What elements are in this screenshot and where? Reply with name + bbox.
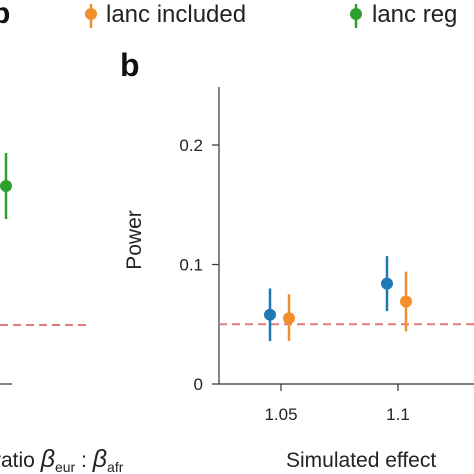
legend-entry-lanc-included: lanc included [85,1,246,28]
y-tick-label: 0 [194,375,203,394]
x-tick-label: 1.05 [264,405,297,424]
x-tick-label: 1.1 [386,405,410,424]
legend-marker-orange [85,8,97,20]
point-series-1-cat-1 [400,295,412,308]
point-series-1-cat-0 [283,312,295,325]
legend-label-lanc-included: lanc included [106,1,246,28]
legend-marker-green [350,8,362,20]
y-tick-label: 0.1 [179,256,203,275]
x-ticks: 1.05 1.1 [264,384,410,424]
y-axis-label: Power [123,210,146,270]
legend-entry-lanc-reg: lanc reg [350,1,457,28]
left-panel: ratio βeur : βafr [0,153,124,474]
legend-label-lanc-reg: lanc reg [372,1,457,28]
left-panel-green-point [0,180,12,192]
point-series-0-cat-1 [381,277,393,290]
panel-letter-b: b [120,47,140,83]
data-marks [264,256,412,341]
point-series-0-cat-0 [264,308,276,321]
panel-letter-partial: b [0,0,10,30]
legend: lanc included lanc reg [85,1,457,28]
y-tick-label: 0.2 [179,136,203,155]
plot-area: 0 0.1 0.2 1.05 1.1 [179,87,474,424]
y-ticks: 0 0.1 0.2 [179,136,219,394]
left-panel-x-axis-label: ratio βeur : βafr [0,445,124,474]
x-axis-label: Simulated effect [286,449,436,472]
